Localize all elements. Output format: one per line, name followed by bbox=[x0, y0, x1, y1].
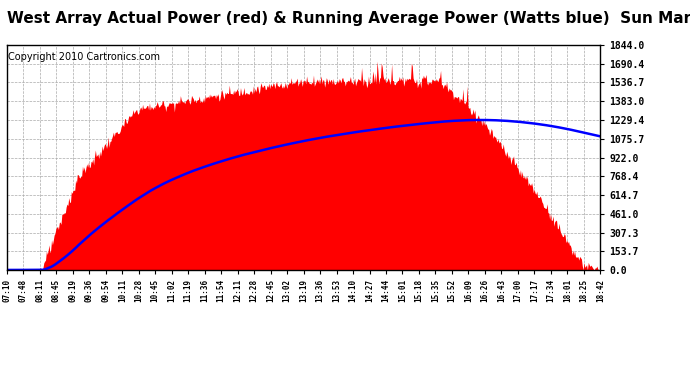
Text: Copyright 2010 Cartronics.com: Copyright 2010 Cartronics.com bbox=[8, 52, 160, 62]
Text: West Array Actual Power (red) & Running Average Power (Watts blue)  Sun Mar 21 1: West Array Actual Power (red) & Running … bbox=[7, 11, 690, 26]
